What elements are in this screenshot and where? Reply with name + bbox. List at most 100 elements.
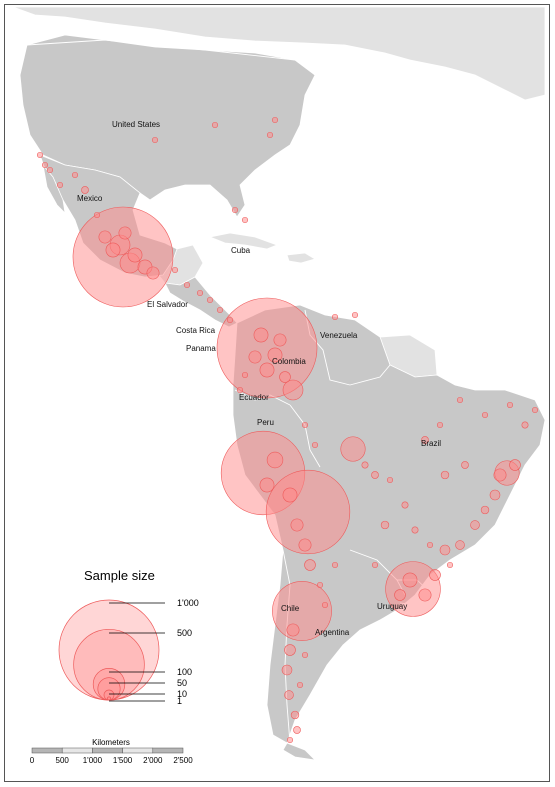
sample-bubble (93, 211, 101, 219)
sample-bubble (480, 505, 490, 515)
baja-shape (42, 163, 66, 215)
legend-label: 1'000 (177, 598, 199, 608)
sample-bubble (311, 441, 319, 449)
border-peru-brazil (289, 404, 321, 468)
sample-bubble (46, 166, 54, 174)
sample-bubble (439, 544, 451, 556)
sample-bubble (421, 436, 429, 444)
sample-bubble (298, 538, 312, 552)
sample-bubble (273, 333, 287, 347)
sample-bubble (171, 266, 179, 274)
sample-bubble (429, 569, 441, 581)
canada-shape (12, 6, 546, 101)
sample-bubble (296, 681, 304, 689)
sample-bubble (271, 116, 279, 124)
tierra-del-fuego-shape (282, 742, 317, 761)
sample-bubble (259, 362, 275, 378)
scale-segment (61, 747, 93, 754)
scale-segment (31, 747, 63, 754)
sample-bubble (151, 136, 159, 144)
scale-tick-label: 1'000 (83, 756, 103, 765)
scale-ticks: 0 500 1'000 1'500 2'000 2'500 (30, 756, 193, 765)
sample-bubble (36, 151, 44, 159)
sample-bubble (402, 572, 418, 588)
legend-title: Sample size (84, 568, 155, 583)
sample-bubble (371, 471, 379, 479)
sample-bubble (259, 477, 275, 493)
scale-tick-label: 1'500 (113, 756, 133, 765)
sample-bubble (146, 266, 160, 280)
scale-segments (31, 747, 184, 754)
sample-bubble (266, 131, 274, 139)
sample-bubble (127, 247, 143, 263)
sample-bubble (455, 540, 465, 550)
sample-bubble (481, 411, 489, 419)
sample-bubble (290, 710, 300, 720)
border-brazil-venezuela (349, 364, 391, 386)
sample-bubble (301, 421, 309, 429)
border-us-canada (26, 39, 296, 61)
sample-bubble (426, 541, 434, 549)
sample-bubble (331, 313, 339, 321)
sample-bubble (206, 296, 214, 304)
sample-bubble (81, 186, 89, 194)
border-chile-argentina (282, 549, 291, 744)
sample-bubble (226, 316, 234, 324)
legend-circle-1 (107, 696, 111, 701)
sample-bubbles (36, 116, 539, 744)
legend-label: 1 (177, 696, 182, 706)
sample-bubble (506, 401, 514, 409)
map-svg: United States Mexico Cuba El Salvador Co… (12, 6, 546, 765)
sample-bubble (411, 526, 419, 534)
sample-bubble (241, 216, 249, 224)
sample-bubble (267, 347, 283, 363)
hispaniola-shape (286, 252, 316, 264)
sample-bubble (248, 350, 262, 364)
sample-bubble (118, 226, 132, 240)
sample-bubble (531, 406, 539, 414)
scale-tick-label: 2'500 (173, 756, 193, 765)
sample-bubble (284, 644, 296, 656)
sample-bubble (231, 206, 239, 214)
cuba-shape (208, 232, 279, 250)
label-venezuela: Venezuela (320, 331, 358, 340)
sample-bubble (351, 311, 359, 319)
label-panama: Panama (186, 344, 216, 353)
sample-bubble (41, 161, 49, 169)
sample-bubble (521, 421, 529, 429)
label-argentina: Argentina (315, 628, 350, 637)
map-frame: United States Mexico Cuba El Salvador Co… (4, 4, 550, 782)
sample-bubble (401, 501, 409, 509)
sample-bubble (284, 690, 294, 700)
sample-bubble (282, 487, 298, 503)
label-peru: Peru (257, 418, 274, 427)
sample-bubble (304, 559, 316, 571)
legend-label: 100 (177, 667, 192, 677)
sample-bubble (340, 436, 366, 462)
label-cuba: Cuba (231, 246, 251, 255)
sample-bubble (272, 581, 332, 641)
label-brazil: Brazil (421, 439, 441, 448)
sample-bubble (290, 518, 304, 532)
sample-bubble (456, 396, 464, 404)
scale-tick-label: 500 (56, 756, 70, 765)
sample-bubble (316, 581, 324, 589)
sample-bubble (293, 726, 301, 734)
sample-bubble (418, 588, 432, 602)
sample-bubble (361, 461, 369, 469)
sample-bubble (183, 281, 191, 289)
sample-bubble (301, 651, 309, 659)
sample-bubble (56, 181, 64, 189)
scale-title: Kilometers (92, 738, 130, 747)
sample-bubble (436, 421, 444, 429)
sample-bubble (380, 520, 390, 530)
sample-bubble (266, 451, 284, 469)
sample-bubble (216, 297, 318, 399)
sample-bubble (279, 371, 291, 383)
legend-label: 50 (177, 678, 187, 688)
sample-bubble (105, 242, 121, 258)
sample-bubble (509, 459, 521, 471)
sample-bubble (71, 171, 79, 179)
sample-bubble (216, 306, 224, 314)
label-colombia: Colombia (272, 357, 306, 366)
